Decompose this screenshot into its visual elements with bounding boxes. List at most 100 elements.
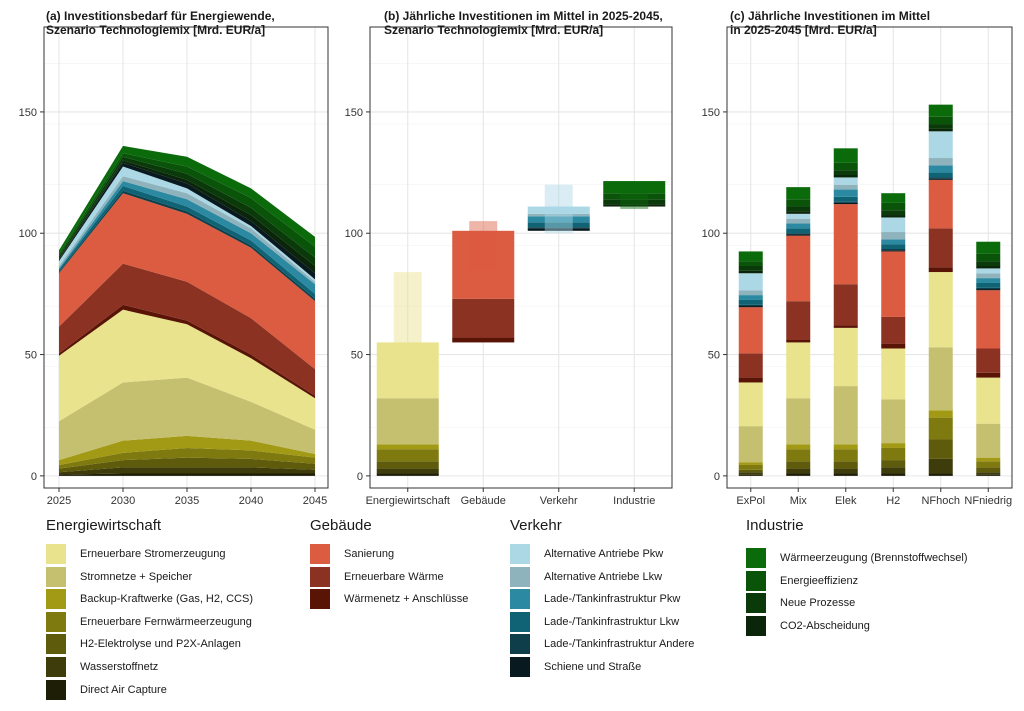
panel-a-area-h2-elektrolyse-und-p2x-anlagen [59,457,315,473]
panel-b-xtick-label-industrie: Industrie [613,495,655,507]
legend-label-w-rmenetz-anschl-sse: Wärmenetz + Anschlüsse [344,593,469,606]
legend-key-alternative-antriebe-pkw [510,544,530,564]
legend-title-industrie: Industrie [746,517,804,534]
panel-c-bar-nfhoch-neue-prozesse [928,124,953,129]
legend-key-energieeffizienz [746,570,766,591]
panel-c-bar-h2-stromnetze-speicher [881,399,906,444]
legend-key-erneuerbare-w-rme [310,566,330,587]
panel-c-bar-nfniedrig-alternative-antriebe-pkw [976,268,1001,274]
panel-c-bar-nfniedrig-lade-tankinfrastruktur-lkw [976,282,1001,288]
panel-c-bar-elek-erneuerbare-stromerzeugung [833,327,858,387]
panel-c-xtick-label-h2: H2 [886,495,900,507]
panel-a-title-line2: Szenario Technologiemix [Mrd. EUR/a] [46,23,266,37]
panel-c-bar-nfhoch-alternative-antriebe-pkw [928,131,953,159]
panel-a-area-co2-abscheidung [59,160,315,274]
panel-b-bar-industrie-co2-abscheidung [603,204,666,207]
panel-b-bar-energiewirtschaft-erneuerbare-fernw-rmeerzeugung [376,449,439,462]
panel-a-xtick-label-2030: 2030 [111,495,135,507]
panel-b-bar-verkehr-alternative-antriebe-lkw [527,213,590,217]
panel-c-bar-nfhoch-direct-air-capture [928,473,953,476]
legend-key-co2-abscheidung [746,615,766,636]
panel-a-plot-border [43,26,329,489]
panel-c-title-line1: (c) Jährliche Investitionen im Mittel [730,9,931,23]
panel-c-bar-nfniedrig-lade-tankinfrastruktur-andere [976,287,1001,290]
panel-c-bar-elek-sanierung [833,204,858,285]
panel-c-bar-nfhoch-lade-tankinfrastruktur-lkw [928,172,953,178]
panel-c-bar-elek-lade-tankinfrastruktur-andere [833,201,858,203]
panel-c-bar-nfniedrig-erneuerbare-w-rme [976,348,1001,373]
panel-c-bar-expol-energieeffizienz [738,261,763,266]
panel-c-bar-expol-direct-air-capture [738,474,763,476]
panel-b-bar-energiewirtschaft-direct-air-capture [376,473,439,476]
legend-label-erneuerbare-stromerzeugung: Erneuerbare Stromerzeugung [80,548,226,560]
panel-b-bar-industrie-energieeffizienz [603,193,666,200]
panel-c-bar-h2-erneuerbare-stromerzeugung [881,348,906,400]
legend-label-energieeffizienz: Energieeffizienz [780,574,859,587]
panel-b-ytick-label-150: 150 [345,107,363,119]
panel-b-range-geb-ude [469,221,498,270]
legend-key-lade-tankinfrastruktur-pkw [510,589,530,610]
panel-b-bar-industrie-neue-prozesse [603,199,666,205]
panel-b-plot-border [369,26,673,489]
panel-b-bar-energiewirtschaft-wasserstoffnetz [376,468,439,474]
panel-c-bar-nfniedrig-h2-elektrolyse-und-p2x-anlagen [976,467,1001,473]
legend-key-sanierung [310,544,330,564]
panel-c-bar-nfniedrig-lade-tankinfrastruktur-pkw [976,278,1001,283]
panel-c-bar-mix-stromnetze-speicher [786,398,811,445]
panel-c-bar-nfhoch-erneuerbare-w-rme [928,228,953,268]
panel-c-ytick-label-0: 0 [714,471,720,483]
panel-c-bar-h2-co2-abscheidung [881,215,906,218]
legend-key-stromnetze-speicher [46,566,66,587]
panel-a-area-backup-kraftwerke-gas-h2-ccs [59,435,315,465]
panel-c-ytick-label-100: 100 [702,228,720,240]
panel-b-bar-geb-ude-w-rmenetz-anschl-sse [452,337,515,343]
legend-title-energiewirtschaft: Energiewirtschaft [46,517,162,534]
panel-b-range-industrie [620,184,649,209]
panel-a-area-stromnetze-speicher [59,377,315,461]
panel-a-area-w-rmeerzeugung-brennstoffwechsel [59,145,315,254]
legend-key-backup-kraftwerke-gas-h2-ccs [46,589,66,610]
panel-c-bar-elek-lade-tankinfrastruktur-pkw [833,189,858,197]
panel-c-bar-nfniedrig-co2-abscheidung [976,265,1001,269]
panel-c-bar-expol-lade-tankinfrastruktur-pkw [738,295,763,300]
legend-label-direct-air-capture: Direct Air Capture [80,683,167,696]
panel-c-bar-h2-h2-elektrolyse-und-p2x-anlagen [881,460,906,468]
panel-b-ytick-label-0: 0 [357,471,363,483]
panel-c-bar-expol-wasserstoffnetz [738,472,763,475]
panel-c-bar-h2-energieeffizienz [881,202,906,211]
panel-a-area-lade-tankinfrastruktur-andere [59,190,315,302]
panel-b-bar-energiewirtschaft-h2-elektrolyse-und-p2x-anlagen [376,461,439,469]
panel-c-bar-mix-erneuerbare-fernw-rmeerzeugung [786,449,811,462]
panel-c-bar-mix-alternative-antriebe-pkw [786,213,811,219]
panel-c-bar-mix-energieeffizienz [786,199,811,207]
panel-c-bar-nfniedrig-alternative-antriebe-lkw [976,273,1001,279]
legend-label-schiene-und-stra-e: Schiene und Straße [544,661,642,673]
legend-label-erneuerbare-w-rme: Erneuerbare Wärme [344,570,444,583]
panel-b-range-energiewirtschaft [393,272,422,384]
panel-c-xtick-label-nfniedrig: NFniedrig [964,495,1012,507]
panel-b-title-line1: (b) Jährliche Investitionen im Mittel in… [384,9,663,23]
panel-c-bar-expol-erneuerbare-stromerzeugung [738,382,763,427]
panel-a-area-erneuerbare-fernw-rmeerzeugung [59,447,315,469]
panel-c-ytick-label-50: 50 [708,350,720,362]
panel-c-bar-nfhoch-alternative-antriebe-lkw [928,158,953,166]
panel-c-plot-background [727,27,1012,488]
legend-label-backup-kraftwerke-gas-h2-ccs: Backup-Kraftwerke (Gas, H2, CCS) [80,593,253,606]
panel-c-bar-nfniedrig-neue-prozesse [976,261,1001,266]
panel-c-bar-nfhoch-wasserstoffnetz [928,458,953,474]
panel-c-bar-mix-schiene-und-stra-e [786,234,811,236]
panel-c-bar-h2-wasserstoffnetz [881,467,906,474]
panel-a-title-line1: (a) Investitionsbedarf für Energiewende, [46,9,275,23]
panel-c-title: (c) Jährliche Investitionen im Mittel in… [730,9,930,37]
legend-key-neue-prozesse [746,593,766,614]
panel-c-bar-nfhoch-stromnetze-speicher [928,347,953,411]
panel-c-bar-mix-co2-abscheidung [786,211,811,214]
panel-c-bar-mix-wasserstoffnetz [786,468,811,474]
legend-key-w-rmeerzeugung-brennstoffwechsel [746,548,766,568]
panel-b-bar-verkehr-alternative-antriebe-pkw [527,206,590,214]
panel-c-ytick-label-150: 150 [702,107,720,119]
panel-b-bar-verkehr-lade-tankinfrastruktur-pkw [527,216,590,223]
panel-c-bar-h2-alternative-antriebe-lkw [881,232,906,240]
panel-c-xtick-label-expol: ExPol [736,495,765,507]
panel-c-xtick-label-nfhoch: NFhoch [921,495,960,507]
